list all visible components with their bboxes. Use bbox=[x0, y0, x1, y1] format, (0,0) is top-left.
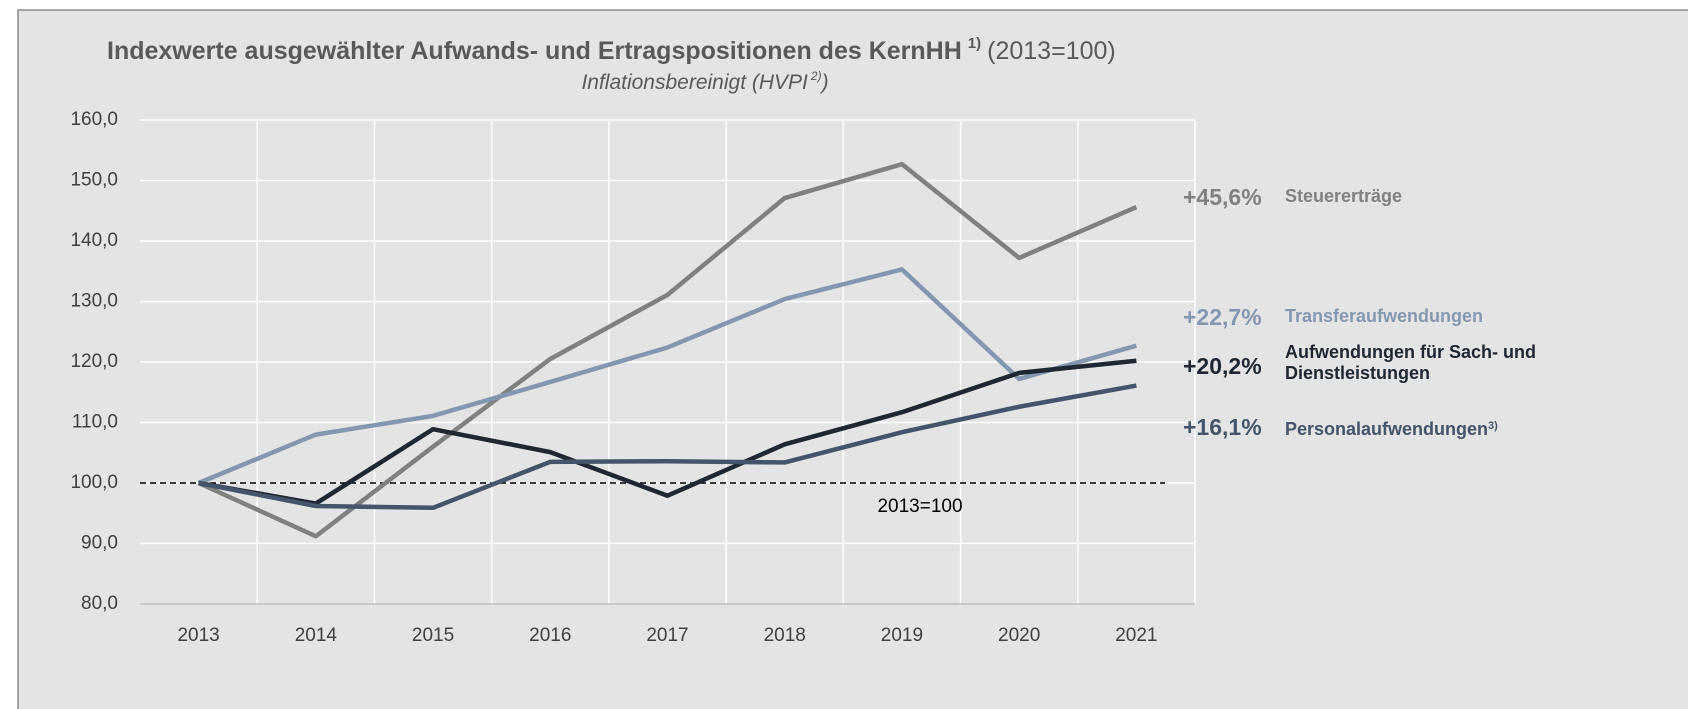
change-label: +16,1% bbox=[1183, 414, 1262, 440]
y-tick-label: 160,0 bbox=[70, 109, 118, 130]
series-label: Transferaufwendungen bbox=[1285, 306, 1570, 327]
series-line bbox=[197, 267, 1138, 486]
change-label: +45,6% bbox=[1183, 184, 1262, 210]
y-tick-label: 130,0 bbox=[70, 291, 118, 312]
y-tick-label: 140,0 bbox=[70, 230, 118, 251]
y-tick-label: 100,0 bbox=[70, 472, 118, 493]
series-line bbox=[198, 383, 1137, 511]
reference-label: 2013=100 bbox=[877, 496, 962, 517]
x-tick-label: 2019 bbox=[881, 625, 923, 646]
chart-background bbox=[17, 9, 1688, 709]
series-note: 3) bbox=[1488, 420, 1498, 432]
title-text: Indexwerte ausgewählter Aufwands- und Er… bbox=[107, 37, 962, 65]
y-tick-label: 90,0 bbox=[81, 533, 118, 554]
x-tick-label: 2016 bbox=[529, 625, 571, 646]
chart-title: Indexwerte ausgewählter Aufwands- und Er… bbox=[107, 35, 1116, 65]
series-name: Transferaufwendungen bbox=[1285, 306, 1484, 326]
title-note: 1) bbox=[968, 35, 981, 52]
series-label: Aufwendungen für Sach- und Dienstleistun… bbox=[1285, 342, 1570, 384]
series-name: Steuererträge bbox=[1285, 186, 1403, 206]
x-tick-label: 2013 bbox=[177, 625, 219, 646]
y-tick-label: 150,0 bbox=[70, 170, 118, 191]
series-name: Aufwendungen für Sach- und Dienstleistun… bbox=[1285, 342, 1536, 383]
title-suffix: (2013=100) bbox=[987, 37, 1116, 65]
subtitle-end: ) bbox=[819, 71, 829, 94]
y-tick-label: 120,0 bbox=[70, 351, 118, 372]
series-label: Personalaufwendungen3) bbox=[1285, 416, 1570, 440]
y-tick-label: 110,0 bbox=[72, 412, 118, 433]
subtitle-text: Inflationsbereinigt (HVPI bbox=[581, 71, 808, 94]
series-line bbox=[198, 358, 1137, 506]
x-tick-label: 2018 bbox=[764, 625, 806, 646]
chart-subtitle: Inflationsbereinigt (HVPI 2)) bbox=[581, 69, 828, 93]
x-tick-label: 2014 bbox=[295, 625, 338, 646]
x-tick-label: 2020 bbox=[998, 625, 1040, 646]
x-tick-label: 2017 bbox=[646, 625, 688, 646]
x-tick-label: 2021 bbox=[1115, 625, 1157, 646]
x-tick-label: 2015 bbox=[412, 625, 454, 646]
series-label: Steuererträge bbox=[1285, 186, 1570, 207]
subtitle-note: 2) bbox=[810, 69, 822, 83]
change-label: +22,7% bbox=[1183, 304, 1262, 330]
series-name: Personalaufwendungen bbox=[1285, 419, 1489, 439]
y-tick-label: 80,0 bbox=[81, 593, 118, 614]
change-label: +20,2% bbox=[1183, 353, 1262, 379]
